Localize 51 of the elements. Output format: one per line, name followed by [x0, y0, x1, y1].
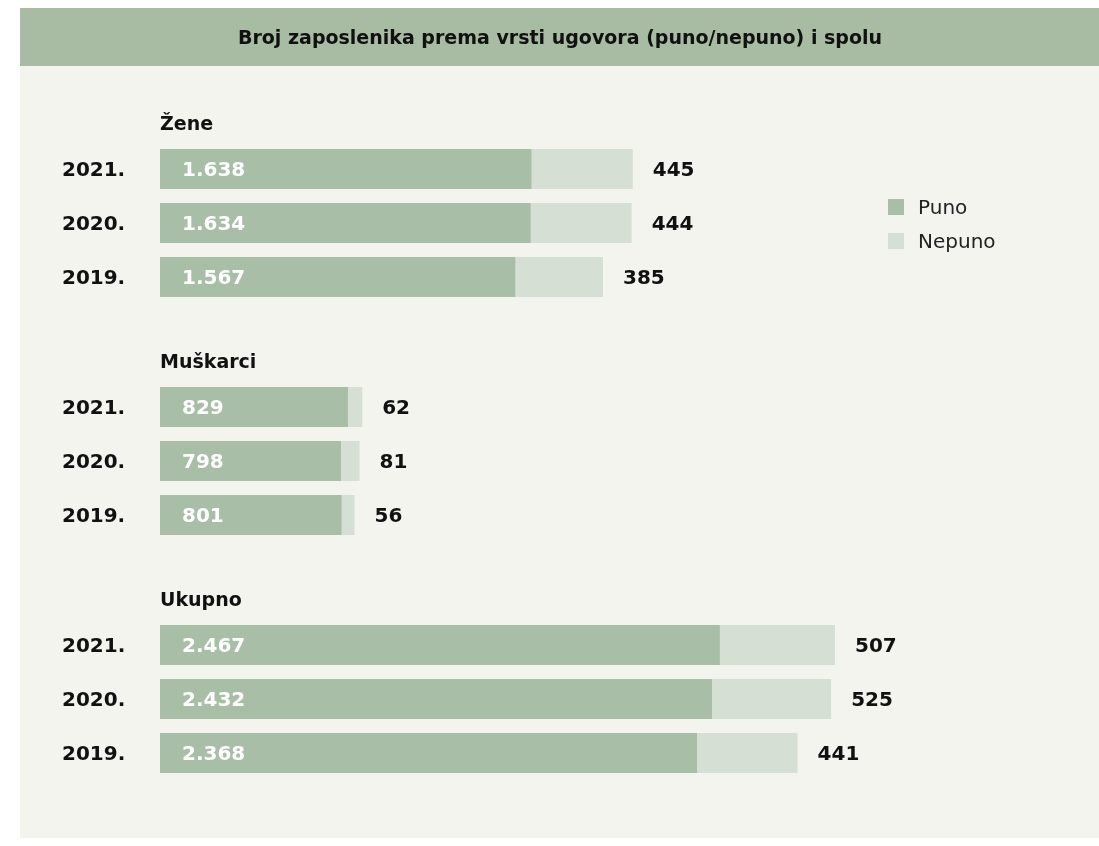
bar: [530, 203, 632, 243]
y-tick-label: 2020.: [62, 449, 126, 473]
chart-subtitle: Ukupno: [160, 588, 243, 612]
y-tick-label: 2019.: [62, 503, 126, 527]
bar: [341, 441, 360, 481]
data-label: 2.467: [182, 633, 246, 657]
bar: [711, 679, 832, 719]
y-tick-label: 2021.: [62, 157, 126, 181]
data-label: 1.638: [182, 157, 246, 181]
legend-label: Puno: [918, 194, 968, 221]
bar: [160, 441, 342, 481]
chart-title: Broj zaposlenika prema vrsti ugovora (puno/nepuno) i spolu: [20, 8, 1099, 66]
data-label: 525: [851, 687, 893, 711]
bar: [515, 257, 604, 297]
bar: [348, 387, 363, 427]
bar: [160, 149, 532, 189]
data-label: 829: [182, 395, 224, 419]
bar: [531, 149, 633, 189]
bar: [160, 257, 516, 297]
data-label: 1.567: [182, 265, 246, 289]
data-label: 441: [817, 741, 860, 765]
legend-label: Nepuno: [918, 228, 996, 255]
data-label: 385: [623, 265, 665, 289]
y-tick-label: 2020.: [62, 687, 126, 711]
data-label: 56: [374, 503, 403, 527]
bar: [719, 625, 835, 665]
data-label: 445: [652, 157, 695, 181]
bar: [160, 203, 531, 243]
data-label: 81: [379, 449, 408, 473]
data-label: 62: [382, 395, 411, 419]
chart-subtitle: Žene: [160, 112, 215, 136]
bar: [160, 679, 712, 719]
bar: [697, 733, 798, 773]
data-label: 2.368: [182, 741, 246, 765]
bar: [160, 387, 349, 427]
bar: [160, 495, 342, 535]
data-label: 798: [182, 449, 224, 473]
y-tick-label: 2021.: [62, 395, 126, 419]
data-label: 507: [855, 633, 897, 657]
data-label: 1.634: [182, 211, 246, 235]
y-tick-label: 2020.: [62, 211, 126, 235]
data-label: 2.432: [182, 687, 246, 711]
data-label: 444: [651, 211, 694, 235]
bar: [160, 733, 698, 773]
y-tick-label: 2019.: [62, 265, 126, 289]
chart-subtitle: Muškarci: [160, 350, 258, 374]
data-label: 801: [182, 503, 224, 527]
bar: [341, 495, 355, 535]
y-tick-label: 2019.: [62, 741, 126, 765]
bar: [160, 625, 720, 665]
y-tick-label: 2021.: [62, 633, 126, 657]
